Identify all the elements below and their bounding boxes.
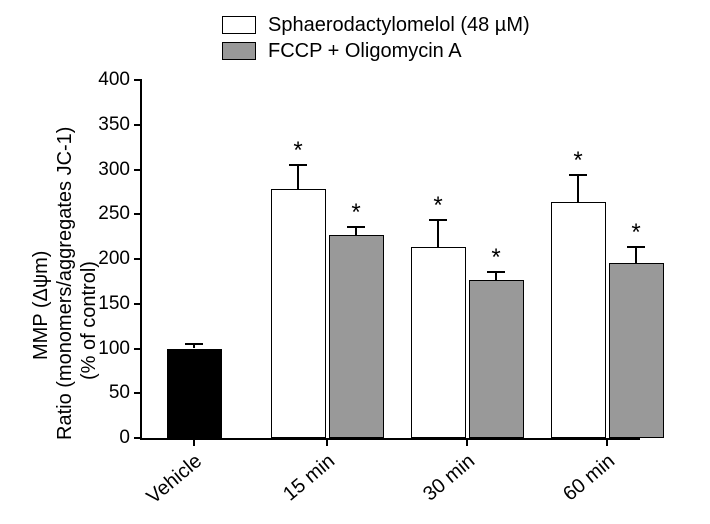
y-axis-title-line2: Ratio (monomers/aggregates JC-1) [54,127,77,440]
bar [551,202,606,438]
significance-marker: * [491,244,500,272]
bar [329,235,384,438]
y-tick [134,169,142,171]
error-cap [185,343,203,345]
y-tick-label: 250 [98,203,130,225]
significance-marker: * [573,147,582,175]
y-tick [134,437,142,439]
bar [167,349,222,439]
x-tick [193,438,195,446]
bar [609,263,664,438]
error-bar [355,227,357,235]
legend-label: FCCP + Oligomycin A [268,40,462,63]
legend-item: Sphaerodactylomelol (48 µM) [222,12,530,38]
plot-area: 050100150200250300350400Vehicle15 min**3… [140,80,640,440]
y-tick-label: 200 [98,248,130,270]
y-tick-label: 400 [98,69,130,91]
error-bar [437,220,439,248]
y-tick [134,348,142,350]
error-bar [635,247,637,263]
y-tick [134,303,142,305]
y-tick-label: 0 [119,427,130,449]
y-tick-label: 50 [109,382,130,404]
error-bar [297,165,299,189]
x-tick-label: Vehicle [143,450,207,509]
y-tick-label: 100 [98,338,130,360]
bar [469,280,524,438]
y-tick [134,79,142,81]
y-tick-label: 350 [98,114,130,136]
bar-chart: Sphaerodactylomelol (48 µM) FCCP + Oligo… [0,0,710,524]
y-tick-label: 300 [98,159,130,181]
bar [271,189,326,438]
x-tick-label: 30 min [419,450,480,506]
y-axis-title-line3: (% of control) [78,261,101,380]
error-bar [495,272,497,279]
significance-marker: * [631,219,640,247]
x-tick [326,438,328,446]
x-tick-label: 15 min [279,450,340,506]
y-tick-label: 150 [98,293,130,315]
significance-marker: * [351,199,360,227]
y-tick [134,258,142,260]
legend-swatch [222,16,256,34]
error-bar [577,175,579,202]
legend-label: Sphaerodactylomelol (48 µM) [268,14,530,37]
significance-marker: * [293,137,302,165]
y-axis-title: MMP (Δψm) Ratio (monomers/aggregates JC-… [12,80,72,440]
significance-marker: * [433,192,442,220]
y-tick [134,392,142,394]
y-axis-title-line1: MMP (Δψm) [30,251,53,360]
legend: Sphaerodactylomelol (48 µM) FCCP + Oligo… [222,12,530,64]
bar [411,247,466,438]
x-tick [606,438,608,446]
x-tick [466,438,468,446]
x-tick-label: 60 min [559,450,620,506]
y-tick [134,124,142,126]
y-tick [134,213,142,215]
legend-item: FCCP + Oligomycin A [222,38,530,64]
legend-swatch [222,42,256,60]
